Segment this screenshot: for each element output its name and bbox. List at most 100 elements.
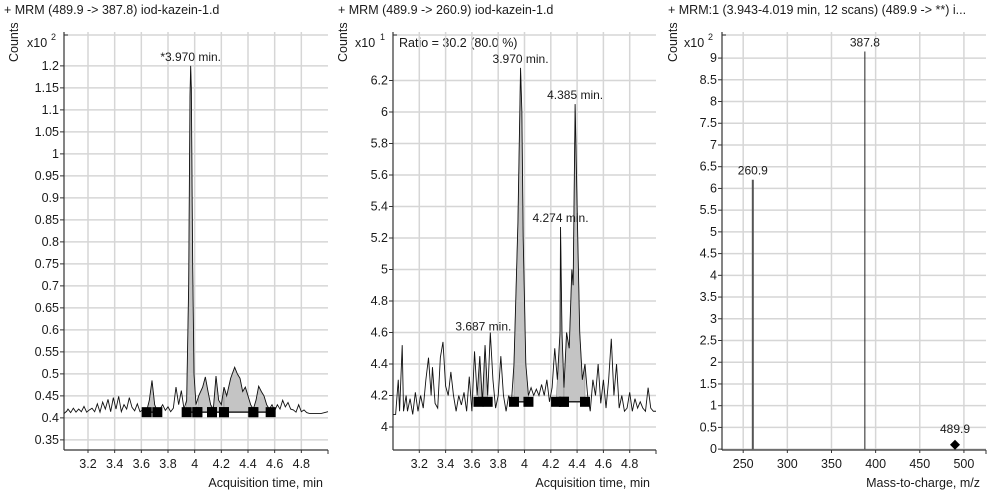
- x-tick-label: 4.6: [595, 457, 612, 471]
- x-tick-label: 3.4: [437, 457, 454, 471]
- y-tick-label: 4.4: [371, 357, 388, 371]
- x-tick-label: 4.2: [542, 457, 559, 471]
- y-tick-label: 0.35: [35, 433, 59, 447]
- y-tick-label: 4.6: [371, 326, 388, 340]
- chromatogram-trace: [63, 65, 329, 414]
- integration-marker: [248, 407, 259, 418]
- y-tick-label: 5: [381, 263, 388, 277]
- chart-title: + MRM:1 (3.943-4.019 min, 12 scans) (489…: [668, 3, 966, 17]
- ratio-label: Ratio = 30.2 (80.0 %): [399, 36, 517, 50]
- integration-marker: [219, 407, 229, 418]
- x-tick-label: 350: [821, 457, 842, 471]
- x-tick-label: 4.8: [293, 457, 310, 471]
- integration-marker: [482, 396, 493, 407]
- integration-marker: [181, 407, 192, 418]
- x-tick-label: 4: [191, 457, 198, 471]
- x-tick-label: 3.4: [106, 457, 123, 471]
- plot-area-1: 0.35 0.4 0.45 0.5 0.55 0.6 0.65 0.7 0.75 0.8 0.85 0…: [35, 32, 329, 471]
- integration-marker: [523, 396, 534, 407]
- y-multiplier: x10: [684, 36, 704, 50]
- y-tick-label: 0.9: [42, 191, 59, 205]
- y-tick-label: 2: [710, 355, 717, 369]
- chart-marks: 0.350.40.450.50.550.60.650.70.750.80.850…: [35, 32, 987, 471]
- y-tick-label: 1.2: [42, 59, 59, 73]
- y-tick-label: 7: [710, 138, 717, 152]
- chart-title: + MRM (489.9 -> 387.8) iod-kazein-1.d: [4, 3, 219, 17]
- precursor-diamond-marker: [950, 439, 961, 450]
- y-exponent: 2: [708, 32, 713, 42]
- integration-marker: [152, 407, 163, 418]
- x-tick-label: 3.2: [79, 457, 96, 471]
- integration-marker: [551, 396, 562, 407]
- peak-label: 260.9: [738, 164, 768, 178]
- y-tick-label: 4: [710, 268, 717, 282]
- precursor-label: 489.9: [940, 422, 970, 436]
- y-tick-label: 7.5: [700, 116, 717, 130]
- y-tick-label: 9: [710, 51, 717, 65]
- plot-area-3: 00.511.522.533.544.555.566.577.588.59250…: [700, 32, 987, 471]
- y-tick-label: 1: [710, 399, 717, 413]
- y-tick-label: 5.2: [371, 231, 388, 245]
- x-tick-label: 4.8: [621, 457, 638, 471]
- y-tick-label: 3: [710, 312, 717, 326]
- y-tick-label: 1.1: [42, 103, 59, 117]
- y-tick-label: 3.5: [700, 290, 717, 304]
- chromatogram-panel-387: + MRM (489.9 -> 387.8) iod-kazein-1.d Co…: [4, 3, 323, 490]
- y-tick-label: 1.05: [35, 125, 59, 139]
- integration-marker: [192, 407, 203, 418]
- y-tick-label: 5.5: [700, 203, 717, 217]
- integration-marker: [579, 396, 590, 407]
- x-tick-label: 3.8: [490, 457, 507, 471]
- x-tick-label: 500: [953, 457, 974, 471]
- x-tick-label: 4.4: [568, 457, 585, 471]
- peak-label: 3.687 min.: [455, 320, 511, 334]
- x-tick-label: 400: [865, 457, 886, 471]
- x-tick-label: 3.8: [159, 457, 176, 471]
- y-tick-label: 0.6: [42, 323, 59, 337]
- integration-marker: [558, 396, 569, 407]
- integration-marker: [473, 396, 484, 407]
- y-tick-label: 4.8: [371, 294, 388, 308]
- y-exponent: 1: [380, 32, 385, 42]
- spectrum-panel: + MRM:1 (3.943-4.019 min, 12 scans) (489…: [666, 3, 980, 490]
- chromatogram-trace: [393, 67, 656, 415]
- x-tick-label: 250: [733, 457, 754, 471]
- y-tick-label: 5.6: [371, 168, 388, 182]
- y-tick-label: 0.8: [42, 235, 59, 249]
- y-axis-label: Counts: [666, 22, 680, 62]
- integration-marker: [141, 407, 152, 418]
- y-tick-label: 0.5: [700, 420, 717, 434]
- y-tick-label: 0.55: [35, 345, 59, 359]
- y-tick-label: 6: [710, 181, 717, 195]
- y-tick-label: 0: [710, 442, 717, 456]
- y-tick-label: 4.2: [371, 389, 388, 403]
- peak-label: 3.970 min.: [493, 52, 549, 66]
- x-tick-label: 3.6: [133, 457, 150, 471]
- x-axis-label: Acquisition time, min: [208, 476, 323, 490]
- y-tick-label: 1: [52, 147, 59, 161]
- x-tick-label: 4: [521, 457, 528, 471]
- y-multiplier: x10: [355, 36, 375, 50]
- chart-title: + MRM (489.9 -> 260.9) iod-kazein-1.d: [338, 3, 553, 17]
- peak-label: 4.385 min.: [547, 88, 603, 102]
- y-tick-label: 5: [710, 225, 717, 239]
- y-multiplier: x10: [27, 36, 47, 50]
- y-axis-label: Counts: [7, 22, 21, 62]
- x-tick-label: 3.6: [463, 457, 480, 471]
- peak-label: 4.274 min.: [533, 211, 589, 225]
- x-tick-label: 4.6: [266, 457, 283, 471]
- peak-label: *3.970 min.: [160, 50, 221, 64]
- y-tick-label: 8.5: [700, 73, 717, 87]
- y-tick-label: 0.65: [35, 301, 59, 315]
- x-axis-label: Mass-to-charge, m/z: [866, 476, 980, 490]
- y-tick-label: 0.4: [42, 411, 59, 425]
- y-axis-label: Counts: [336, 22, 350, 62]
- y-tick-label: 0.5: [42, 367, 59, 381]
- x-tick-label: 3.2: [411, 457, 428, 471]
- y-tick-label: 0.95: [35, 169, 59, 183]
- y-tick-label: 0.7: [42, 279, 59, 293]
- y-tick-label: 6: [381, 105, 388, 119]
- x-tick-label: 4.2: [213, 457, 230, 471]
- x-axis-label: Acquisition time, min: [535, 476, 650, 490]
